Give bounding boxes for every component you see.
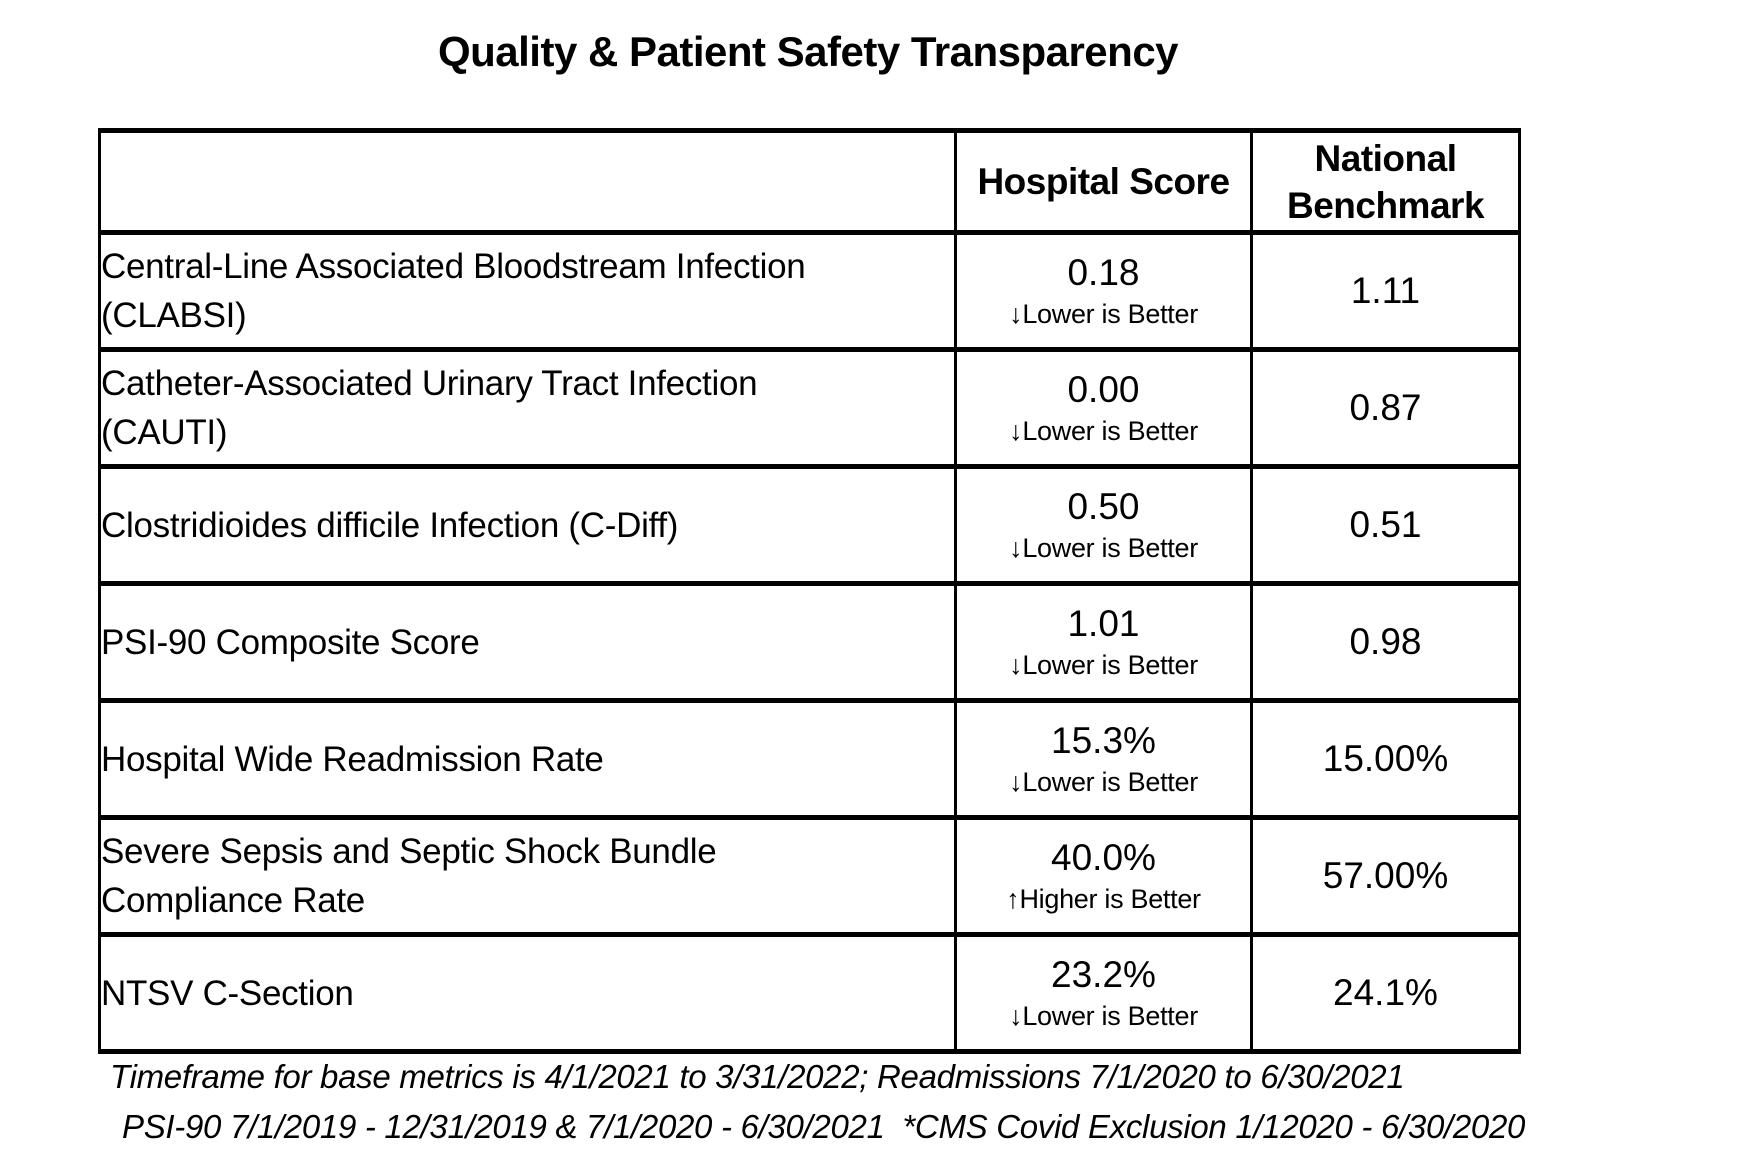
header-blank-cell — [98, 128, 957, 235]
header-row: Hospital Score National Benchmark — [98, 128, 1521, 235]
direction-label: Lower is Better — [1022, 1001, 1198, 1031]
hospital-score-value: 1.01 — [1067, 603, 1140, 644]
down-arrow-icon: ↓ — [1009, 533, 1023, 563]
hospital-score-cell: 40.0% ↑Higher is Better — [954, 815, 1253, 937]
direction-label: Lower is Better — [1022, 299, 1198, 329]
score-direction: ↓Lower is Better — [957, 998, 1250, 1034]
down-arrow-icon: ↓ — [1009, 650, 1023, 680]
metric-label: PSI-90 Composite Score — [98, 581, 957, 703]
benchmark-value: 15.00% — [1250, 698, 1521, 820]
benchmark-value: 0.51 — [1250, 464, 1521, 586]
metric-label: Central-Line Associated Bloodstream Infe… — [98, 230, 957, 352]
metric-label: NTSV C-Section — [98, 932, 957, 1054]
score-direction: ↓Lower is Better — [957, 764, 1250, 800]
table-row-cdiff: Clostridioides difficile Infection (C-Di… — [98, 464, 1521, 586]
hospital-score-cell: 0.50 ↓Lower is Better — [954, 464, 1253, 586]
footnotes: Timeframe for base metrics is 4/1/2021 t… — [110, 1052, 1710, 1152]
hospital-score-value: 0.50 — [1067, 486, 1140, 527]
down-arrow-icon: ↓ — [1009, 767, 1023, 797]
hospital-score-cell: 15.3% ↓Lower is Better — [954, 698, 1253, 820]
hospital-score-value: 23.2% — [1051, 954, 1156, 995]
quality-safety-table: Hospital Score National Benchmark Centra… — [98, 128, 1521, 1054]
table-row-ntsv: NTSV C-Section 23.2% ↓Lower is Better 24… — [98, 932, 1521, 1054]
down-arrow-icon: ↓ — [1009, 1001, 1023, 1031]
direction-label: Lower is Better — [1022, 650, 1198, 680]
hospital-score-cell: 0.00 ↓Lower is Better — [954, 347, 1253, 469]
score-direction: ↓Lower is Better — [957, 296, 1250, 332]
score-direction: ↑Higher is Better — [957, 881, 1250, 917]
benchmark-value: 24.1% — [1250, 932, 1521, 1054]
direction-label: Lower is Better — [1022, 416, 1198, 446]
metric-label: Clostridioides difficile Infection (C-Di… — [98, 464, 957, 586]
table-row-readmission: Hospital Wide Readmission Rate 15.3% ↓Lo… — [98, 698, 1521, 820]
table-row-psi90: PSI-90 Composite Score 1.01 ↓Lower is Be… — [98, 581, 1521, 703]
score-direction: ↓Lower is Better — [957, 530, 1250, 566]
metric-label: Hospital Wide Readmission Rate — [98, 698, 957, 820]
benchmark-value: 0.87 — [1250, 347, 1521, 469]
hospital-score-value: 0.00 — [1067, 369, 1140, 410]
national-benchmark-header: National Benchmark — [1250, 128, 1521, 235]
page-title: Quality & Patient Safety Transparency — [437, 28, 1179, 75]
table-row-sepsis: Severe Sepsis and Septic Shock Bundle Co… — [98, 815, 1521, 937]
table-row-cauti: Catheter-Associated Urinary Tract Infect… — [98, 347, 1521, 469]
benchmark-value: 57.00% — [1250, 815, 1521, 937]
footnote-line-1: Timeframe for base metrics is 4/1/2021 t… — [110, 1058, 1405, 1095]
hospital-score-value: 40.0% — [1051, 837, 1156, 878]
hospital-score-cell: 23.2% ↓Lower is Better — [954, 932, 1253, 1054]
score-direction: ↓Lower is Better — [957, 413, 1250, 449]
direction-label: Higher is Better — [1019, 884, 1201, 914]
footnote-line-2: PSI-90 7/1/2019 - 12/31/2019 & 7/1/2020 … — [122, 1108, 1526, 1145]
direction-label: Lower is Better — [1022, 767, 1198, 797]
table-row-clabsi: Central-Line Associated Bloodstream Infe… — [98, 230, 1521, 352]
metric-label: Severe Sepsis and Septic Shock Bundle Co… — [98, 815, 957, 937]
metric-label: Catheter-Associated Urinary Tract Infect… — [98, 347, 957, 469]
hospital-score-cell: 1.01 ↓Lower is Better — [954, 581, 1253, 703]
hospital-score-value: 0.18 — [1067, 252, 1140, 293]
benchmark-value: 0.98 — [1250, 581, 1521, 703]
down-arrow-icon: ↓ — [1009, 416, 1023, 446]
benchmark-value: 1.11 — [1250, 230, 1521, 352]
hospital-score-value: 15.3% — [1051, 720, 1156, 761]
hospital-score-cell: 0.18 ↓Lower is Better — [954, 230, 1253, 352]
up-arrow-icon: ↑ — [1006, 884, 1020, 914]
hospital-score-header: Hospital Score — [954, 128, 1253, 235]
direction-label: Lower is Better — [1022, 533, 1198, 563]
down-arrow-icon: ↓ — [1009, 299, 1023, 329]
score-direction: ↓Lower is Better — [957, 647, 1250, 683]
